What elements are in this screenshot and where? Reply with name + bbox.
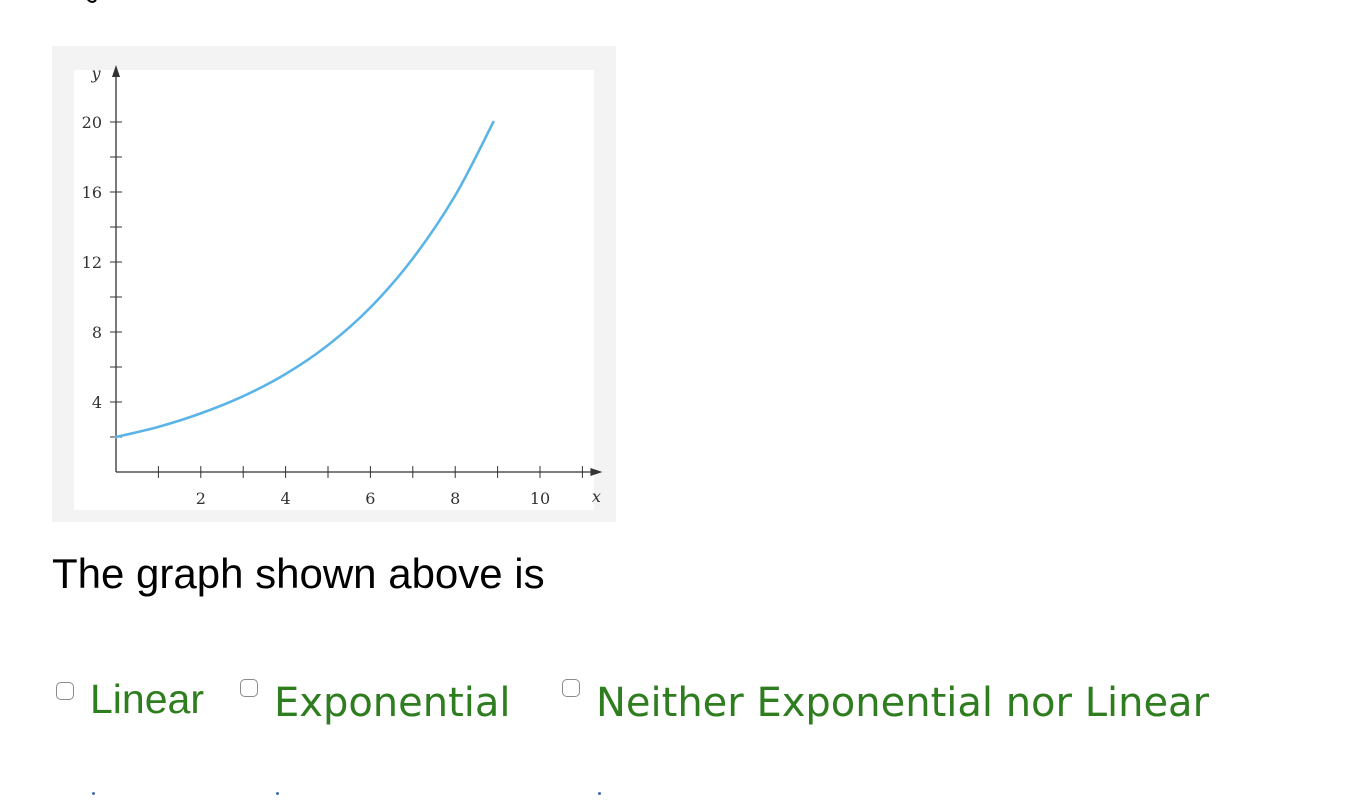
question-text: The graph shown above is — [52, 550, 545, 597]
y-tick-label: 16 — [82, 183, 102, 202]
x-axis-label: x — [592, 487, 601, 506]
underline-dot — [92, 792, 95, 795]
underline-dot — [276, 792, 279, 795]
x-tick-label: 2 — [196, 489, 206, 508]
graph-figure: x y 2 4 6 8 10 4 8 12 16 20 — [52, 46, 616, 522]
x-tick-label: 4 — [281, 489, 291, 508]
curve-series-line — [114, 120, 495, 439]
x-tick-label: 10 — [530, 489, 550, 508]
top-fragment — [84, 0, 98, 4]
checkbox-neither[interactable] — [562, 679, 580, 697]
y-tick-label: 12 — [82, 253, 102, 272]
y-tick-label: 8 — [92, 323, 102, 342]
option-neither-label[interactable]: Neither Exponential nor Linear — [596, 680, 1210, 726]
exponential-curve-chart: x y 2 4 6 8 10 4 8 12 16 20 — [74, 64, 603, 510]
checkbox-linear[interactable] — [56, 682, 74, 700]
y-tick-label: 20 — [82, 113, 102, 132]
checkbox-exponential[interactable] — [240, 679, 258, 697]
option-linear-label[interactable]: Linear — [90, 676, 204, 722]
x-tick-label: 6 — [365, 489, 375, 508]
x-axis-arrow — [590, 468, 603, 476]
y-axis-label: y — [90, 64, 101, 83]
option-exponential-label[interactable]: Exponential — [274, 680, 511, 726]
x-tick-label: 8 — [450, 489, 460, 508]
y-axis-arrow — [112, 65, 120, 77]
y-tick-label: 4 — [92, 393, 102, 412]
chart-plot-background — [74, 70, 594, 510]
underline-dot — [598, 792, 601, 795]
